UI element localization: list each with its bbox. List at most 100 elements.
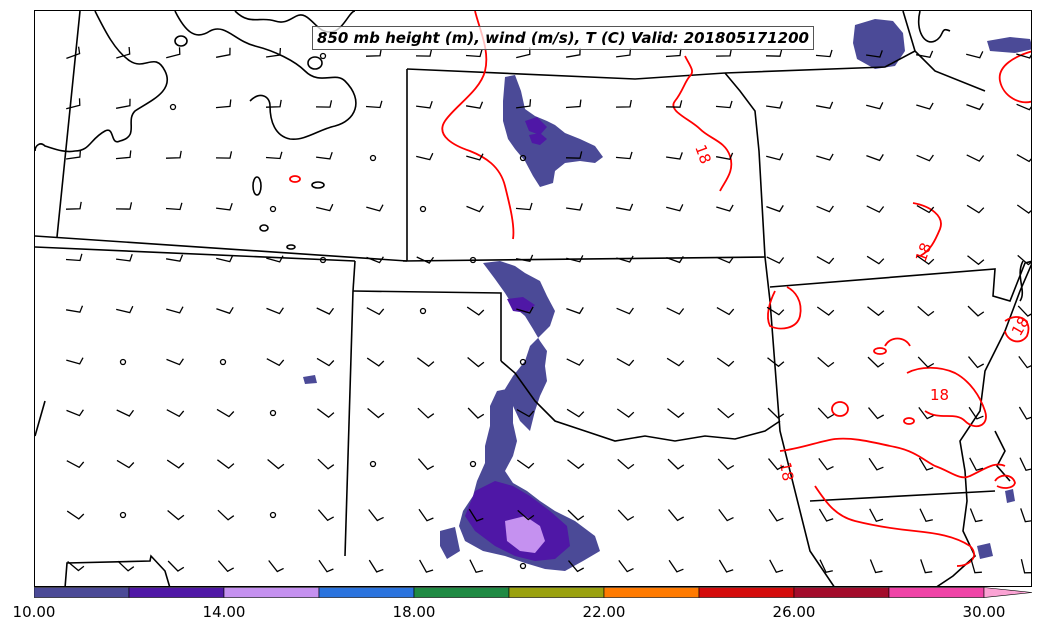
wind-barb (917, 356, 935, 368)
calm-wind-marker (519, 154, 527, 162)
wind-barb (966, 103, 984, 111)
wind-barb (66, 149, 82, 160)
wind-barb (66, 357, 84, 365)
border-red-river (500, 360, 781, 442)
wind-barb (866, 205, 885, 213)
wind-barb (116, 459, 135, 469)
isotherm-18-ar-south (779, 437, 1006, 479)
wind-barb (366, 204, 384, 212)
wind-barb (566, 408, 585, 418)
isotherm-18-louisiana (814, 485, 975, 567)
map-canvas: 18 18 18 18 18 (35, 11, 1032, 586)
wind-barb (1016, 53, 1031, 59)
isotherm-ring-1 (831, 401, 849, 417)
wind-barb (767, 407, 785, 419)
wind-barb (868, 407, 885, 420)
wind-barb (919, 508, 933, 523)
wind-barb (616, 48, 632, 58)
wind-barb (615, 151, 633, 160)
wind-barb (666, 204, 684, 212)
wind-barb (616, 358, 635, 367)
wind-barb (766, 306, 785, 316)
wind-barb (565, 151, 583, 159)
wind-barb (615, 99, 632, 108)
height-contour-ring-6 (286, 244, 296, 250)
colorbar-bin (128, 587, 225, 598)
isotherm-label: 18 (691, 142, 714, 166)
wind-barb (166, 47, 181, 59)
colorbar-bin (318, 587, 415, 598)
wind-barb (116, 305, 134, 314)
calm-wind-marker (519, 358, 527, 366)
wind-barb (717, 407, 735, 419)
isotherm-18-east-loop (1004, 316, 1030, 343)
wind-barb (567, 509, 585, 521)
wind-barb (65, 253, 83, 262)
wind-barb (267, 459, 285, 470)
isotherm-18-east-loop2 (994, 474, 1016, 489)
isotherm-label: 18 (1008, 313, 1032, 339)
wind-barb (166, 409, 185, 418)
wind-barb (66, 98, 81, 110)
wind-barb (816, 306, 835, 316)
wind-barb (265, 151, 283, 160)
wind-barb (1018, 356, 1031, 369)
wind-barb (465, 49, 483, 58)
border-missouri-arkansas (769, 260, 1031, 302)
calm-wind-marker (269, 205, 277, 213)
wind-barb (916, 102, 934, 110)
wind-barb (968, 356, 985, 369)
wind-barb (368, 559, 384, 573)
colorbar (34, 587, 1033, 598)
wind-barb (969, 508, 983, 523)
isotherm-ring-2 (289, 175, 301, 183)
shading-se-spot2 (1005, 489, 1015, 503)
wind-barb (268, 560, 284, 573)
wind-barb (916, 154, 934, 162)
shading-iowa (987, 37, 1031, 53)
border-ok-panhandle (352, 290, 502, 361)
wind-barb (66, 510, 85, 520)
wind-barb (515, 202, 533, 211)
border-newmexico-east (344, 290, 354, 557)
map-title: 850 mb height (m), wind (m/s), T (C) Val… (312, 26, 814, 50)
isotherm-ring-4 (903, 417, 915, 425)
wind-barb (215, 47, 231, 58)
wind-barb (216, 306, 234, 315)
wind-barb (217, 459, 235, 470)
wind-barb (818, 458, 834, 471)
wind-barb (766, 256, 785, 264)
shading-texas-peak (505, 516, 545, 553)
border-minnesota (902, 11, 916, 52)
wind-barb (417, 458, 435, 471)
colorbar-bins (34, 587, 1033, 598)
wind-barb (866, 50, 883, 58)
wind-barb (666, 152, 683, 160)
isotherm-label: 18 (912, 240, 935, 264)
wind-barb (466, 153, 484, 161)
wind-barb (419, 559, 434, 573)
height-contour-north-right (234, 11, 356, 33)
wind-barb (366, 256, 384, 264)
colorbar-tick-label: 18.00 (392, 603, 436, 621)
wind-barb (769, 559, 784, 573)
wind-barb (516, 99, 532, 109)
wind-barb (316, 203, 334, 212)
wind-barb (916, 255, 935, 265)
wind-barb (565, 99, 582, 109)
wind-barb (465, 101, 484, 109)
map-panel: 18 18 18 18 18 850 mb height (m), wind (… (34, 10, 1032, 587)
wind-barb (866, 255, 885, 265)
wind-barb (365, 48, 382, 57)
wind-barb (716, 307, 735, 316)
height-contour-ring-1 (307, 56, 323, 70)
wind-barb (217, 509, 235, 521)
wind-barb (516, 459, 535, 469)
wind-barb (666, 256, 684, 264)
wind-barb (466, 205, 484, 213)
wind-barb (918, 457, 934, 471)
wind-barb (967, 305, 985, 317)
colorbar-tick-label: 30.00 (962, 603, 1006, 621)
wind-barb (67, 561, 85, 572)
wind-barb (317, 408, 335, 419)
